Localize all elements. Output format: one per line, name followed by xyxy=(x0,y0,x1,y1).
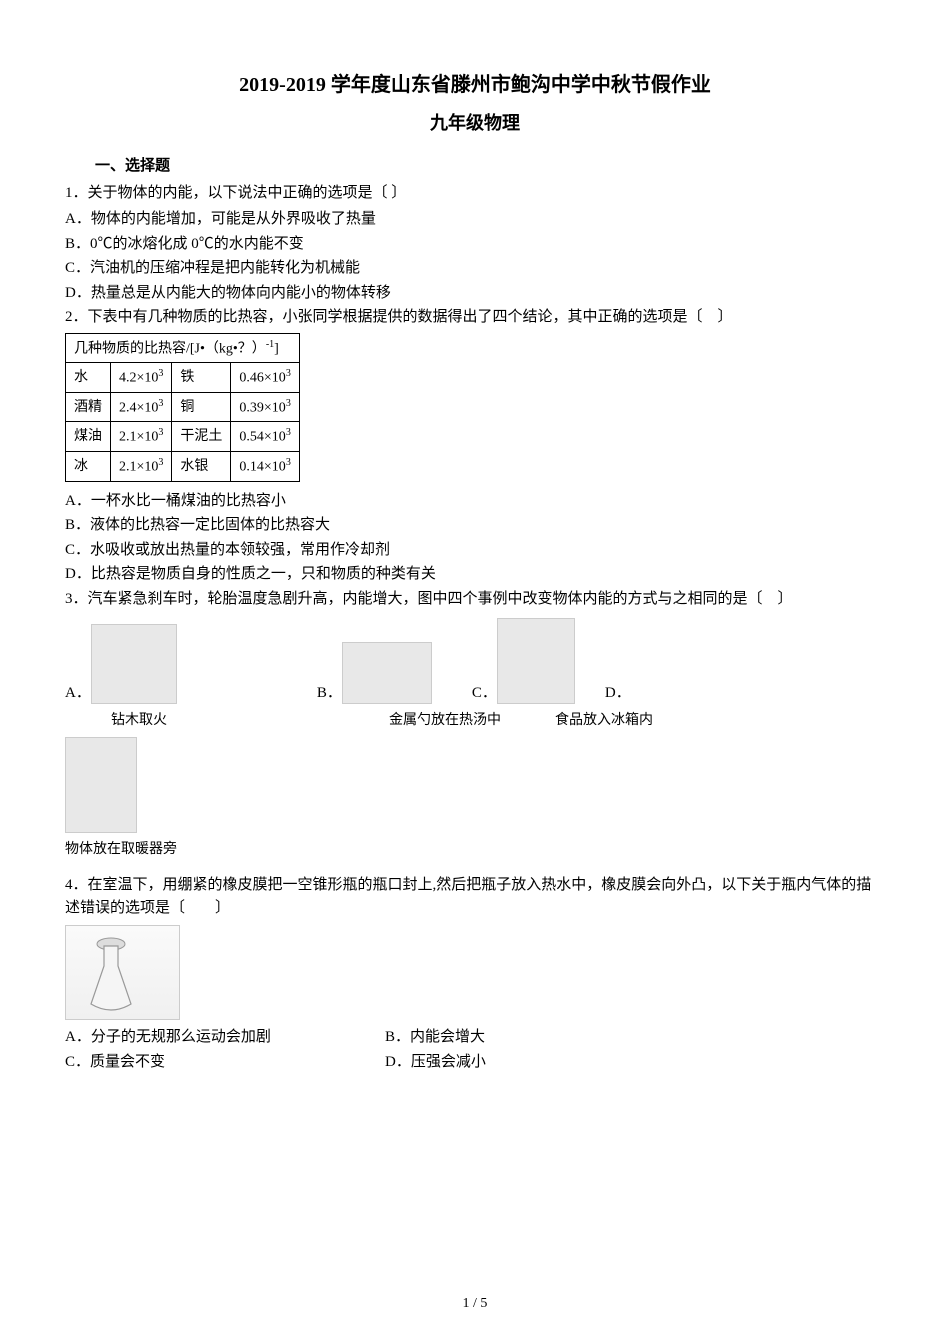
q3-letter-b: B． xyxy=(317,682,342,705)
cell: 2.4×103 xyxy=(111,392,172,422)
cell-val: 2.1×10 xyxy=(119,460,158,475)
cell: 铁 xyxy=(172,363,231,393)
q4-option-d: D．压强会减小 xyxy=(385,1051,705,1074)
cell-sup: 3 xyxy=(286,368,291,379)
table-caption: 几种物质的比热容/[J•（kg•？）-1] xyxy=(66,333,300,363)
cell-sup: 3 xyxy=(158,368,163,379)
cell-val: 2.1×10 xyxy=(119,430,158,445)
cell: 0.46×103 xyxy=(231,363,299,393)
q4-option-a: A．分子的无规那么运动会加剧 xyxy=(65,1026,385,1049)
q3-caption-d: 物体放在取暖器旁 xyxy=(65,839,885,860)
cell-sup: 3 xyxy=(158,427,163,438)
q2-stem: 2．下表中有几种物质的比热容，小张同学根据提供的数据得出了四个结论，其中正确的选… xyxy=(65,306,885,329)
cell: 干泥土 xyxy=(172,422,231,452)
table-row: 酒精 2.4×103 铜 0.39×103 xyxy=(66,392,300,422)
cell-val: 0.14×10 xyxy=(239,460,285,475)
q2-option-a: A．一杯水比一桶煤油的比热容小 xyxy=(65,490,885,513)
table-row: 冰 2.1×103 水银 0.14×103 xyxy=(66,452,300,482)
q1-option-b: B．0℃的冰熔化成 0℃的水内能不变 xyxy=(65,233,885,256)
cell-sup: 3 xyxy=(286,427,291,438)
cell: 2.1×103 xyxy=(111,422,172,452)
cell: 煤油 xyxy=(66,422,111,452)
cell-val: 2.4×10 xyxy=(119,400,158,415)
table-caption-text: 几种物质的比热容/[J•（kg•？） xyxy=(74,341,266,356)
q3-image-b xyxy=(342,642,432,704)
q3-image-c xyxy=(497,618,575,704)
q1-stem: 1．关于物体的内能，以下说法中正确的选项是〔 〕 xyxy=(65,182,885,205)
q1-option-c: C．汽油机的压缩冲程是把内能转化为机械能 xyxy=(65,257,885,280)
cell-val: 0.54×10 xyxy=(239,430,285,445)
table-caption-sup: -1 xyxy=(266,339,274,350)
q3-letter-c: C． xyxy=(472,682,497,705)
q3-stem: 3．汽车紧急刹车时，轮胎温度急剧升高，内能增大，图中四个事例中改变物体内能的方式… xyxy=(65,588,885,611)
q4-flask-image xyxy=(65,925,180,1020)
q2-option-c: C．水吸收或放出热量的本领较强，常用作冷却剂 xyxy=(65,539,885,562)
q3-caption-c: 食品放入冰箱内 xyxy=(555,710,653,731)
q3-letter-d: D． xyxy=(605,682,631,705)
cell: 4.2×103 xyxy=(111,363,172,393)
cell-sup: 3 xyxy=(158,398,163,409)
cell: 水银 xyxy=(172,452,231,482)
cell-sup: 3 xyxy=(286,457,291,468)
q3-image-d xyxy=(65,737,137,833)
q3-image-a xyxy=(91,624,177,704)
page-subtitle: 九年级物理 xyxy=(65,110,885,137)
q4-option-b: B．内能会增大 xyxy=(385,1026,705,1049)
q4-stem: 4．在室温下，用绷紧的橡皮膜把一空锥形瓶的瓶口封上,然后把瓶子放入热水中，橡皮膜… xyxy=(65,874,885,919)
cell: 0.54×103 xyxy=(231,422,299,452)
heat-capacity-table: 几种物质的比热容/[J•（kg•？）-1] 水 4.2×103 铁 0.46×1… xyxy=(65,333,300,482)
page-number: 1 / 5 xyxy=(0,1293,950,1314)
cell-sup: 3 xyxy=(158,457,163,468)
q2-option-d: D．比热容是物质自身的性质之一，只和物质的种类有关 xyxy=(65,563,885,586)
table-caption-end: ] xyxy=(274,341,279,356)
section-heading-1: 一、选择题 xyxy=(95,155,885,178)
cell-sup: 3 xyxy=(286,398,291,409)
q3-letter-a: A． xyxy=(65,682,91,705)
cell: 冰 xyxy=(66,452,111,482)
cell-val: 0.46×10 xyxy=(239,371,285,386)
cell: 2.1×103 xyxy=(111,452,172,482)
cell: 水 xyxy=(66,363,111,393)
q3-image-d-wrap: 物体放在取暖器旁 xyxy=(65,737,885,860)
cell: 酒精 xyxy=(66,392,111,422)
cell: 铜 xyxy=(172,392,231,422)
flask-icon xyxy=(66,926,181,1021)
table-row: 煤油 2.1×103 干泥土 0.54×103 xyxy=(66,422,300,452)
cell: 0.39×103 xyxy=(231,392,299,422)
q2-option-b: B．液体的比热容一定比固体的比热容大 xyxy=(65,514,885,537)
q3-caption-a: 钻木取火 xyxy=(111,710,167,731)
page-title: 2019-2019 学年度山东省滕州市鲍沟中学中秋节假作业 xyxy=(65,70,885,100)
q1-option-a: A．物体的内能增加，可能是从外界吸收了热量 xyxy=(65,208,885,231)
table-row: 水 4.2×103 铁 0.46×103 xyxy=(66,363,300,393)
cell: 0.14×103 xyxy=(231,452,299,482)
q3-caption-b: 金属勺放在热汤中 xyxy=(389,710,501,731)
q1-option-d: D．热量总是从内能大的物体向内能小的物体转移 xyxy=(65,282,885,305)
cell-val: 0.39×10 xyxy=(239,400,285,415)
q4-options: A．分子的无规那么运动会加剧 C．质量会不变 B．内能会增大 D．压强会减小 xyxy=(65,1026,885,1075)
cell-val: 4.2×10 xyxy=(119,371,158,386)
q4-option-c: C．质量会不变 xyxy=(65,1051,385,1074)
q3-images-row: A． B． C． D． xyxy=(65,618,885,704)
